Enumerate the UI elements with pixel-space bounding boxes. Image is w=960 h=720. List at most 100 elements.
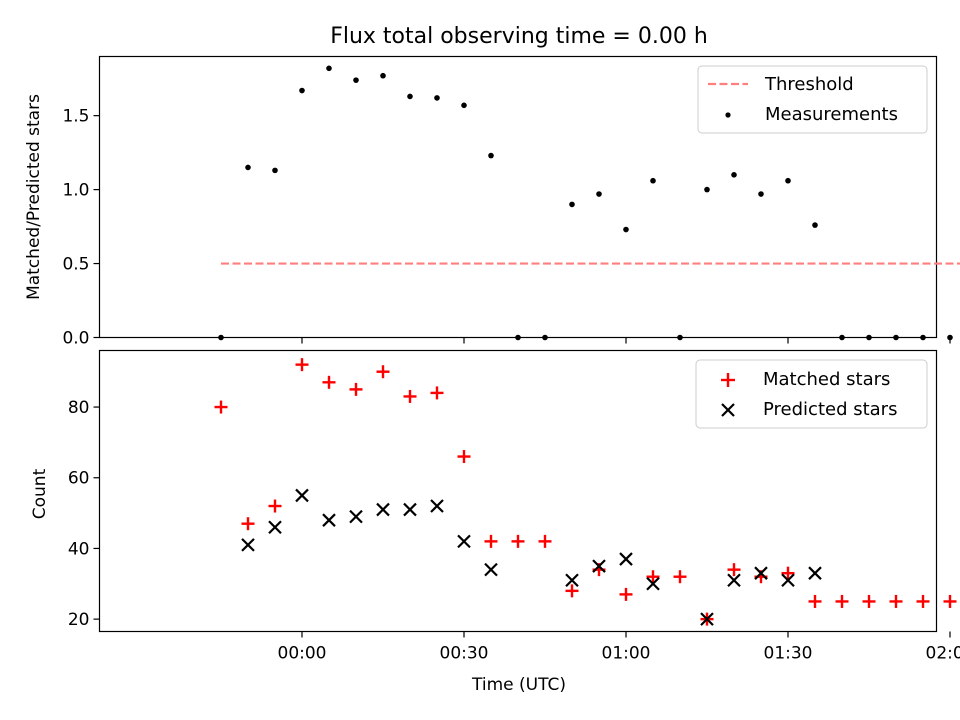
predicted-star-point (241, 538, 255, 552)
matched-star-point (214, 400, 228, 414)
measurement-point (245, 164, 251, 171)
matched-star-point (322, 375, 336, 389)
measurement-point (434, 95, 440, 101)
predicted-star-point (592, 559, 606, 573)
measurement-point (677, 334, 683, 341)
matched-star-point (241, 517, 255, 531)
matched-star-point (403, 389, 417, 403)
predicted-star-point (430, 499, 444, 513)
measurement-point (758, 191, 764, 197)
ratio-legend-box (697, 65, 928, 134)
predicted-star-point (403, 502, 417, 517)
predicted-star-point (754, 566, 768, 580)
matched-star-point (889, 594, 903, 608)
predicted-star-point (295, 488, 309, 503)
ratio-y-tick-label: 0.0 (62, 329, 89, 349)
matched-star-point (619, 587, 633, 601)
predicted-star-point (565, 573, 579, 588)
predicted-star-point (781, 573, 795, 588)
count-y-tick-label: 60 (68, 469, 90, 489)
measurement-point (947, 334, 953, 341)
matched-star-point (781, 566, 795, 580)
matched-star-point (727, 563, 741, 577)
count-x-tick-label: 02:00 (926, 644, 960, 664)
measurement-point (515, 334, 521, 341)
count-y-axis-label: Count (30, 468, 50, 519)
ratio-y-tick-label: 1.5 (62, 107, 89, 127)
predicted-legend-marker (721, 403, 735, 417)
predicted-star-point (619, 552, 633, 566)
measurement-point (731, 172, 737, 178)
measurement-point (542, 334, 548, 341)
ratio-x-ticks (301, 337, 951, 344)
matched-star-point (430, 386, 444, 400)
ratio-y-axis-label: Matched/Predicted stars (24, 94, 44, 300)
matched-star-point (484, 534, 498, 548)
count-panel: 20 40 60 80 00:00 00:30 01:00 01:30 02:00 Count… (30, 349, 960, 695)
matched-star-point (808, 594, 822, 608)
measurement-point (326, 65, 332, 72)
ratio-y-tick-label: 1.0 (62, 181, 89, 201)
count-y-tick-label: 20 (68, 610, 90, 630)
threshold-legend-label: Threshold (764, 74, 854, 95)
count-y-ticks: 20 40 60 80 (68, 398, 100, 630)
count-x-tick-label: 01:00 (602, 644, 651, 664)
matched-legend-marker (721, 373, 735, 387)
matched-star-point (268, 499, 282, 513)
predicted-star-point (457, 534, 471, 549)
measurement-point (299, 87, 305, 94)
measurement-point (623, 226, 629, 233)
predicted-star-point (376, 502, 390, 517)
matched-star-point (646, 570, 660, 584)
predicted-star-point (808, 566, 822, 580)
count-legend-box (695, 359, 928, 429)
ratio-marks (218, 65, 960, 341)
matched-star-point (862, 594, 876, 608)
measurement-point (407, 93, 413, 100)
count-legend: Matched stars Predicted stars (695, 359, 928, 429)
measurement-point (569, 201, 575, 208)
count-y-tick-label: 40 (68, 539, 90, 559)
measurement-point (704, 186, 710, 193)
matched-star-point (511, 534, 525, 548)
count-x-tick-label: 00:30 (440, 644, 489, 664)
measurement-point (920, 334, 926, 341)
measurement-point (839, 334, 845, 341)
predicted-star-point (268, 520, 282, 535)
count-x-tick-label: 00:00 (278, 644, 327, 664)
matched-star-point (376, 365, 390, 379)
predicted-star-point (322, 513, 336, 527)
matched-star-point (538, 534, 552, 548)
predicted-star-point (700, 612, 714, 626)
measurement-point (650, 177, 656, 184)
measurement-point (353, 77, 359, 83)
measurement-point (812, 222, 818, 228)
measurement-point (785, 177, 791, 184)
predicted-star-point (646, 577, 660, 591)
predicted-star-point (727, 573, 741, 588)
predicted-legend-label: Predicted stars (763, 399, 897, 420)
count-y-tick-label: 80 (68, 398, 90, 418)
measurement-point (866, 334, 872, 341)
count-axes-frame (98, 349, 938, 633)
matched-star-point (835, 594, 849, 608)
matched-legend-label: Matched stars (763, 369, 890, 390)
predicted-star-point (484, 562, 498, 577)
measurements-legend-label: Measurements (765, 104, 898, 125)
matched-star-point (565, 584, 579, 598)
predicted-star-point (349, 509, 363, 524)
measurement-point (272, 167, 278, 174)
matched-star-point (457, 450, 471, 464)
count-x-tick-label: 01:30 (764, 644, 813, 664)
count-x-ticks: 00:00 00:30 01:00 01:30 02:00 (278, 631, 960, 664)
matched-star-point (916, 594, 930, 608)
x-axis-label: Time (UTC) (471, 675, 566, 695)
ratio-legend: Threshold Measurements (697, 65, 928, 134)
measurement-point (461, 102, 467, 109)
ratio-y-tick-label: 0.5 (62, 255, 89, 275)
chart-title: Flux total observing time = 0.00 h (330, 24, 708, 49)
measurement-point (380, 72, 386, 79)
ratio-panel: 0.0 0.5 1.0 1.5 Matched/Predicted stars Thr… (24, 55, 960, 349)
measurement-point (218, 334, 224, 341)
